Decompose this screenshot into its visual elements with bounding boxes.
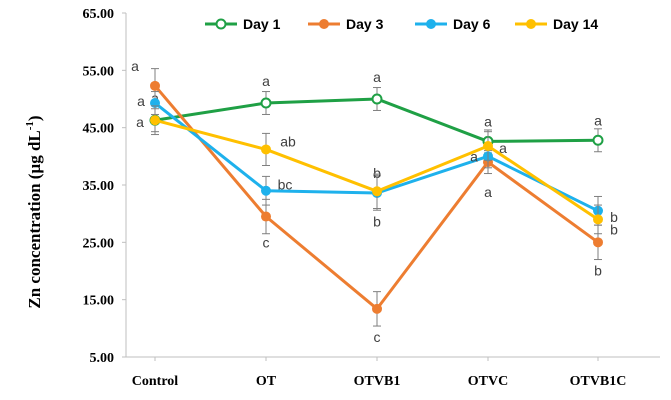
significance-label: a: [484, 184, 492, 200]
axes: 65.00 55.00 45.00 35.00 25.00 15.00 5.00 Contro…: [83, 7, 660, 389]
significance-label: b: [373, 165, 381, 181]
y-axis-label-group: Zn concentration (µg dL-1): [24, 115, 44, 308]
significance-label: c: [263, 235, 270, 251]
significance-label: b: [594, 262, 602, 278]
significance-label: a: [262, 73, 270, 89]
significance-label: a: [594, 112, 602, 128]
data-point: [483, 141, 493, 152]
significance-label: a: [137, 93, 145, 109]
y-tick-label: 65.00: [83, 7, 115, 22]
x-tick-label: OTVC: [468, 374, 508, 389]
legend-swatch-marker: [526, 19, 536, 29]
significance-label: a: [136, 114, 144, 130]
legend-swatch-marker: [426, 19, 436, 29]
significance-label: b: [610, 209, 618, 225]
legend: Day 1 Day 3 Day 6 Day 14: [205, 16, 598, 32]
data-point: [592, 134, 604, 146]
data-point: [372, 303, 382, 314]
significance-label: a: [470, 148, 478, 164]
significance-label: bc: [278, 177, 293, 193]
x-tick-label: OTVB1C: [570, 374, 627, 389]
legend-label: Day 6: [453, 16, 491, 32]
y-tick-label: 55.00: [83, 64, 115, 79]
data-point: [261, 144, 271, 155]
significance-label: b: [373, 213, 381, 229]
significance-label: c: [374, 329, 381, 345]
legend-swatch-marker: [319, 19, 329, 29]
y-tick-label: 15.00: [83, 294, 115, 309]
data-point: [261, 185, 271, 196]
x-tick-label: OT: [256, 374, 277, 389]
y-tick-label: 45.00: [83, 122, 115, 137]
legend-item: Day 1: [205, 16, 281, 32]
legend-label: Day 1: [243, 16, 281, 32]
significance-label: a: [499, 140, 507, 156]
data-point: [150, 115, 160, 126]
data-point: [261, 211, 271, 222]
legend-swatch-marker: [215, 18, 227, 30]
legend-label: Day 3: [346, 16, 384, 32]
y-tick-label: 25.00: [83, 236, 115, 251]
legend-item: Day 6: [415, 16, 491, 32]
y-axis-label: Zn concentration (µg dL-1): [24, 115, 44, 308]
x-tick-label: Control: [132, 374, 179, 389]
y-tick-label: 5.00: [90, 351, 115, 366]
data-point: [593, 237, 603, 248]
legend-item: Day 14: [515, 16, 598, 32]
x-tick-label: OTVB1: [354, 374, 401, 389]
significance-label: a: [484, 113, 492, 129]
significance-label: b: [610, 221, 618, 237]
data-point: [150, 80, 160, 91]
data-point: [260, 97, 272, 109]
plot-area: aaaaaaccababcbabaabbab: [131, 58, 618, 345]
significance-label: ab: [280, 133, 296, 149]
legend-item: Day 3: [308, 16, 384, 32]
legend-label: Day 14: [553, 16, 598, 32]
data-point: [372, 186, 382, 197]
y-tick-label: 35.00: [83, 179, 115, 194]
data-point: [371, 93, 383, 105]
data-point: [593, 214, 603, 225]
significance-label: a: [131, 58, 139, 74]
significance-label: a: [373, 69, 381, 85]
